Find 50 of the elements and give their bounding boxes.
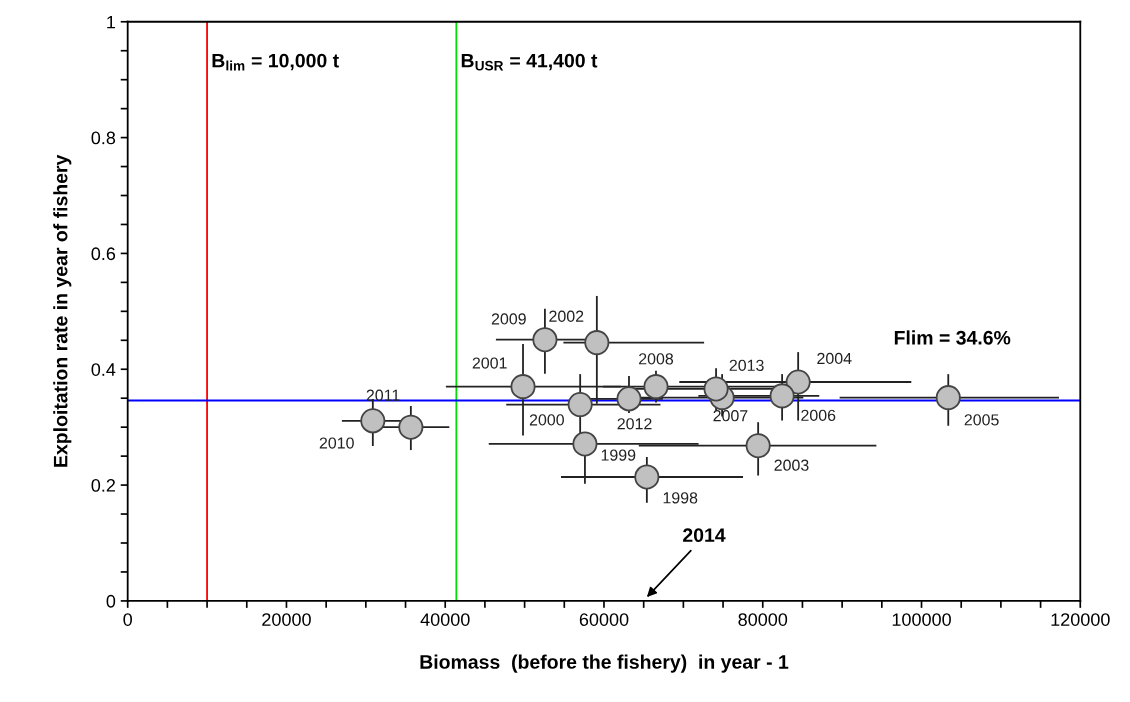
point <box>745 433 771 459</box>
annotation: 2003 <box>774 459 809 471</box>
ref-line-label: Flim = 34.6% <box>894 330 1011 345</box>
point <box>567 392 593 418</box>
annotation: 2007 <box>713 410 748 422</box>
annotation: 1999 <box>601 449 636 461</box>
annotation: 2009 <box>491 313 526 325</box>
point <box>785 369 811 395</box>
point <box>769 383 795 409</box>
x-tick-label: 60000 <box>579 613 629 626</box>
point <box>584 330 610 356</box>
point <box>510 374 536 400</box>
point <box>643 374 669 400</box>
point <box>360 408 386 434</box>
point <box>398 414 424 440</box>
annotation: 2011 <box>366 389 400 401</box>
x-tick-label: 100000 <box>892 613 951 626</box>
x-tick-label: 20000 <box>262 613 311 626</box>
annotation: 2002 <box>549 310 584 322</box>
point <box>572 431 598 457</box>
y-tick-label: 0 <box>106 594 116 608</box>
x-tick-label: 40000 <box>420 613 470 626</box>
y-tick-label: 0.2 <box>91 479 115 492</box>
y-tick-label: 0.4 <box>91 363 116 376</box>
y-tick-label: 0.8 <box>91 131 116 145</box>
point <box>935 385 961 411</box>
point <box>634 464 660 490</box>
x-axis-title: Biomass (before the fishery) in year - 1 <box>420 654 789 673</box>
annotation: 2000 <box>529 414 564 426</box>
point <box>532 327 558 353</box>
ref-line-label: B$_{lim}$ = 10,000 t <box>212 53 339 71</box>
x-tick-label: 0 <box>123 613 133 626</box>
y-tick-label: 0.6 <box>91 247 116 261</box>
annotation: 1998 <box>663 492 698 504</box>
annotation: 2006 <box>801 409 836 422</box>
ref-line-label: B$_{USR}$ = 41,400 t <box>461 53 598 71</box>
x-tick-label: 80000 <box>738 613 788 626</box>
annotation: 2013 <box>729 359 764 372</box>
point <box>616 386 642 412</box>
annotation: 2010 <box>319 437 354 449</box>
annotation: 2001 <box>472 357 507 369</box>
y-tick-label: 1 <box>107 15 115 29</box>
point <box>703 376 729 402</box>
annotation: 2014 <box>683 528 726 543</box>
annotation: 2004 <box>817 352 852 365</box>
annotation: 2005 <box>964 414 999 426</box>
annotation: 2012 <box>617 418 652 430</box>
annotation: 2008 <box>639 353 674 365</box>
x-tick-label: 120000 <box>1051 613 1110 626</box>
y-axis-title: Exploitation rate in year of fishery <box>53 154 72 467</box>
